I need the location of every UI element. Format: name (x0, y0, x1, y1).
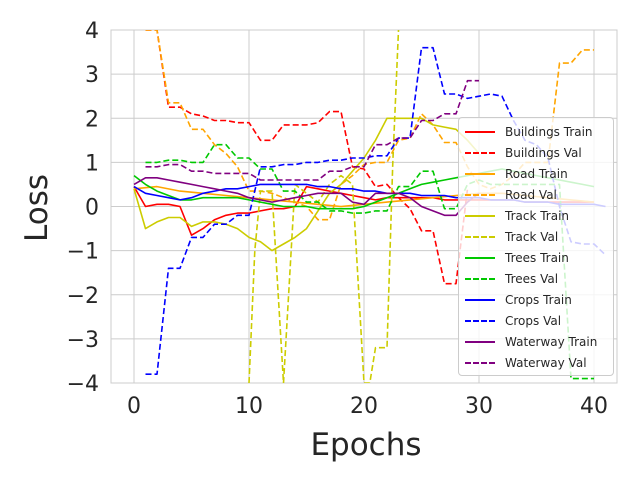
legend-swatch (465, 172, 495, 175)
legend-entry: Track Train (465, 205, 613, 226)
legend-label: Trees Train (505, 250, 569, 265)
series-track-val (248, 30, 400, 383)
series-track-train (133, 117, 480, 252)
x-axis-label: Epochs (310, 427, 421, 463)
legend-label: Road Train (505, 166, 568, 181)
legend-entry: Crops Train (465, 289, 613, 310)
legend-label: Buildings Train (505, 124, 593, 139)
legend-swatch (465, 277, 495, 280)
legend-entry: Buildings Train (465, 121, 613, 142)
legend-swatch (465, 361, 495, 364)
legend-entry: Waterway Val (465, 352, 613, 373)
legend-label: Crops Val (505, 313, 562, 328)
legend-swatch (465, 214, 495, 217)
y-tick-label: 4 (85, 19, 99, 44)
legend-swatch (465, 130, 495, 133)
legend-label: Track Train (505, 208, 570, 223)
y-tick-label: −3 (67, 328, 99, 353)
y-axis-label: Loss (19, 174, 55, 242)
x-tick-labels: 0 10 20 30 40 (127, 394, 608, 419)
legend-swatch (465, 319, 495, 322)
legend-swatch (465, 340, 495, 343)
y-tick-label: −2 (67, 284, 99, 309)
legend-entry: Waterway Train (465, 331, 613, 352)
y-tick-label: 0 (85, 196, 99, 221)
x-tick-label: 0 (127, 394, 141, 419)
legend-entry: Trees Val (465, 268, 613, 289)
legend-label: Crops Train (505, 292, 572, 307)
legend-entry: Crops Val (465, 310, 613, 331)
legend-entry: Buildings Val (465, 142, 613, 163)
series-trees-val (145, 143, 594, 380)
legend-label: Trees Val (505, 271, 559, 286)
series-waterway-val (145, 79, 479, 181)
series-buildings-val (145, 30, 469, 285)
legend-label: Track Val (505, 229, 559, 244)
legend-swatch (465, 151, 495, 154)
legend-swatch (465, 193, 495, 196)
y-tick-labels: −4 −3 −2 −1 0 1 2 3 4 (67, 19, 99, 397)
legend-label: Waterway Train (505, 334, 598, 349)
x-tick-label: 30 (465, 394, 493, 419)
legend-entry: Road Val (465, 184, 613, 205)
y-tick-label: −4 (67, 372, 99, 397)
x-tick-label: 40 (580, 394, 608, 419)
series-road-val (145, 30, 594, 221)
legend-swatch (465, 235, 495, 238)
legend-entry: Trees Train (465, 247, 613, 268)
y-tick-label: 3 (85, 63, 99, 88)
y-tick-label: 2 (85, 107, 99, 132)
legend-swatch (465, 256, 495, 259)
legend-label: Waterway Val (505, 355, 587, 370)
series-waterway-train (133, 177, 480, 217)
legend: Buildings Train Buildings Val Road Train Ro… (458, 117, 614, 376)
x-tick-label: 20 (350, 394, 378, 419)
legend-entry: Road Train (465, 163, 613, 184)
y-tick-label: −1 (67, 240, 99, 265)
legend-label: Road Val (505, 187, 557, 202)
y-tick-label: 1 (85, 151, 99, 176)
legend-label: Buildings Val (505, 145, 582, 160)
legend-entry: Track Val (465, 226, 613, 247)
x-tick-label: 10 (235, 394, 263, 419)
legend-swatch (465, 298, 495, 301)
